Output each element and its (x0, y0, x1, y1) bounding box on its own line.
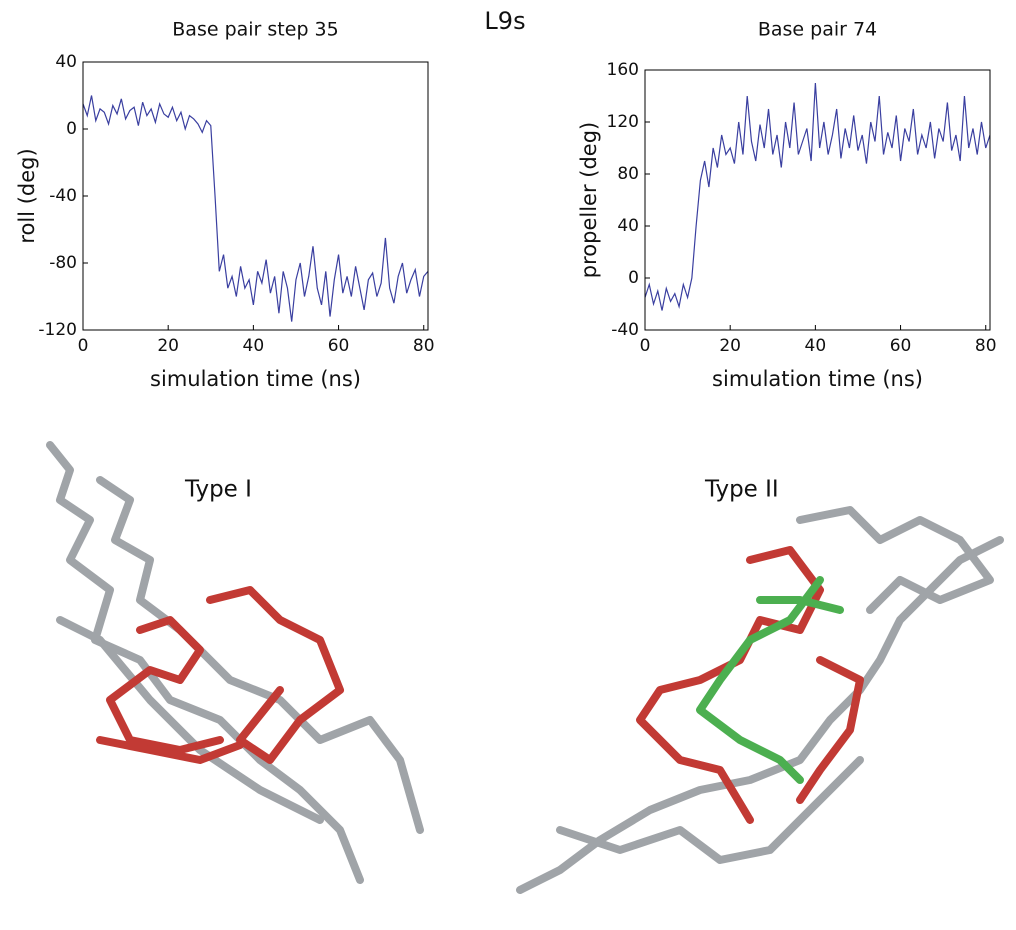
x-axis-label: simulation time (ns) (150, 367, 361, 391)
x-tick-label: 0 (78, 336, 89, 356)
y-tick-label: -40 (611, 320, 639, 340)
plot-frame (644, 69, 991, 331)
x-tick-label: 40 (243, 336, 265, 356)
y-tick-label: 40 (55, 52, 77, 72)
x-axis-label: simulation time (ns) (712, 367, 923, 391)
y-tick-label: 40 (617, 216, 639, 236)
y-tick-label: -80 (49, 253, 77, 273)
y-axis-label: roll (deg) (15, 148, 39, 243)
x-tick-label: 20 (157, 336, 179, 356)
y-tick-label: -120 (38, 320, 77, 340)
x-tick-label: 40 (805, 336, 827, 356)
chart-title: Base pair step 35 (172, 19, 338, 41)
y-tick-label: 0 (628, 268, 639, 288)
x-tick-label: 60 (328, 336, 350, 356)
figure-title: L9s (484, 7, 525, 35)
x-tick-label: 60 (890, 336, 912, 356)
y-tick-label: -40 (49, 186, 77, 206)
structure-label: Type II (704, 477, 779, 503)
x-tick-label: 0 (640, 336, 651, 356)
x-tick-label: 80 (413, 336, 435, 356)
chart-title: Base pair 74 (758, 19, 877, 41)
x-tick-label: 20 (719, 336, 741, 356)
y-tick-label: 120 (607, 112, 639, 132)
y-tick-label: 80 (617, 164, 639, 184)
y-tick-label: 0 (66, 119, 77, 139)
data-line (82, 95, 429, 322)
structure-type-2 (516, 506, 1004, 894)
structure-label: Type I (184, 477, 252, 503)
y-axis-label: propeller (deg) (577, 122, 601, 278)
x-tick-label: 80 (975, 336, 997, 356)
structure-type-1 (46, 441, 424, 884)
data-line (644, 82, 991, 311)
y-tick-label: 160 (607, 60, 639, 80)
